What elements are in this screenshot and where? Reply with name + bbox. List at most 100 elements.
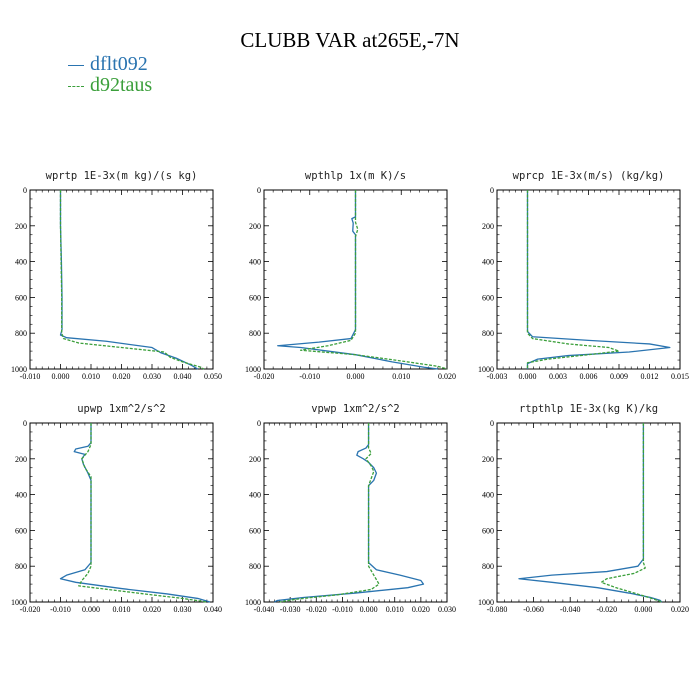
y-tick-label: 1000 — [478, 598, 494, 607]
y-tick-label: 200 — [15, 455, 27, 464]
x-tick-label: -0.040 — [254, 605, 275, 614]
x-tick-label: 0.010 — [392, 372, 410, 381]
y-tick-label: 400 — [249, 491, 261, 500]
panel-title: vpwp 1xm^2/s^2 — [311, 403, 400, 415]
x-tick-label: 0.020 — [671, 605, 689, 614]
y-tick-label: 800 — [249, 562, 261, 571]
x-tick-label: -0.080 — [487, 605, 508, 614]
x-tick-label: 0.030 — [174, 605, 192, 614]
y-tick-label: 0 — [257, 419, 261, 428]
x-tick-label: -0.003 — [487, 372, 508, 381]
series-line-d92taus — [59, 190, 205, 370]
x-tick-label: 0.040 — [174, 372, 192, 381]
series-line-dflt092 — [518, 423, 663, 603]
y-tick-label: 600 — [15, 526, 27, 535]
series-line-d92taus — [279, 423, 380, 603]
y-tick-label: 400 — [15, 258, 27, 267]
x-tick-label: 0.040 — [204, 605, 222, 614]
x-tick-label: 0.000 — [360, 605, 378, 614]
x-tick-label: -0.060 — [523, 605, 544, 614]
x-tick-label: 0.010 — [113, 605, 131, 614]
series-line-d92taus — [600, 423, 662, 603]
chart-panel-2: wpthlp 1x(m K)/s -0.020 -0.010 0.000 0.010 0.… — [245, 170, 456, 381]
panel-title: wprtp 1E-3x(m kg)/(s kg) — [46, 170, 198, 182]
x-tick-label: 0.020 — [143, 605, 161, 614]
x-tick-label: 0.020 — [113, 372, 131, 381]
x-tick-label: -0.010 — [332, 605, 353, 614]
y-tick-label: 0 — [490, 419, 494, 428]
x-tick-label: -0.020 — [306, 605, 327, 614]
chart-panel-3: wprcp 1E-3x(m/s) (kg/kg) -0.003 0.000 0.003… — [478, 170, 689, 381]
panel-title: wpthlp 1x(m K)/s — [305, 170, 406, 182]
legend-swatch-dflt092 — [68, 64, 84, 66]
x-tick-label: 0.000 — [519, 372, 537, 381]
x-tick-label: 0.000 — [52, 372, 70, 381]
x-tick-label: -0.030 — [280, 605, 301, 614]
plot-frame — [29, 189, 214, 370]
series-line-d92taus — [526, 190, 620, 369]
series-line-dflt092 — [59, 190, 199, 370]
y-tick-label: 400 — [15, 491, 27, 500]
x-tick-label: -0.010 — [50, 605, 71, 614]
series-line-d92taus — [78, 423, 207, 603]
x-tick-label: 0.006 — [580, 372, 598, 381]
panel-title: wprcp 1E-3x(m/s) (kg/kg) — [513, 170, 665, 182]
x-tick-label: 0.015 — [671, 372, 689, 381]
x-tick-label: 0.030 — [438, 605, 456, 614]
y-tick-label: 200 — [249, 222, 261, 231]
y-tick-label: 600 — [249, 293, 261, 302]
x-tick-label: -0.010 — [20, 372, 41, 381]
y-tick-label: 400 — [482, 258, 494, 267]
legend-swatch-d92taus — [68, 85, 84, 87]
x-tick-label: 0.010 — [82, 372, 100, 381]
y-tick-label: 400 — [249, 258, 261, 267]
x-tick-label: 0.000 — [634, 605, 652, 614]
x-tick-label: 0.020 — [438, 372, 456, 381]
x-tick-label: 0.020 — [412, 605, 430, 614]
series-line-d92taus — [299, 190, 448, 370]
x-tick-label: 0.030 — [143, 372, 161, 381]
y-tick-label: 200 — [482, 455, 494, 464]
x-tick-label: -0.020 — [254, 372, 275, 381]
y-tick-label: 800 — [249, 329, 261, 338]
y-tick-label: 0 — [257, 186, 261, 195]
y-tick-label: 0 — [490, 186, 494, 195]
chart-panel-6: rtpthlp 1E-3x(kg K)/kg -0.080 -0.060 -0.040… — [478, 403, 689, 614]
legend-entry-d92taus: d92taus — [68, 75, 152, 95]
series-line-dflt092 — [526, 190, 671, 369]
y-tick-label: 800 — [15, 329, 27, 338]
y-tick-label: 600 — [482, 526, 494, 535]
panel-title: upwp 1xm^2/s^2 — [77, 403, 166, 415]
y-tick-label: 800 — [482, 562, 494, 571]
y-tick-label: 200 — [249, 455, 261, 464]
y-tick-label: 600 — [249, 526, 261, 535]
legend-entry-dflt092: dflt092 — [68, 54, 148, 74]
y-tick-label: 1000 — [478, 365, 494, 374]
x-tick-label: -0.010 — [299, 372, 320, 381]
y-tick-label: 400 — [482, 491, 494, 500]
x-tick-label: 0.000 — [347, 372, 365, 381]
x-tick-label: -0.020 — [596, 605, 617, 614]
y-tick-label: 1000 — [245, 365, 261, 374]
y-tick-label: 200 — [482, 222, 494, 231]
chart-panel-1: wprtp 1E-3x(m kg)/(s kg) -0.010 0.000 0.010… — [11, 170, 222, 381]
x-tick-label: 0.010 — [386, 605, 404, 614]
figure-title: CLUBB VAR at265E,-7N — [240, 28, 460, 52]
x-tick-label: -0.020 — [20, 605, 41, 614]
legend-label-d92taus: d92taus — [90, 74, 153, 96]
x-tick-label: -0.040 — [560, 605, 581, 614]
x-tick-label: 0.012 — [641, 372, 659, 381]
x-tick-label: 0.000 — [82, 605, 100, 614]
plot-frame — [263, 422, 448, 603]
y-tick-label: 1000 — [11, 598, 27, 607]
y-tick-label: 600 — [482, 293, 494, 302]
panel-title: rtpthlp 1E-3x(kg K)/kg — [519, 403, 658, 415]
x-tick-label: 0.009 — [610, 372, 628, 381]
series-line-dflt092 — [274, 423, 425, 603]
y-tick-label: 0 — [23, 186, 27, 195]
x-tick-label: 0.003 — [549, 372, 567, 381]
y-tick-label: 800 — [482, 329, 494, 338]
series-line-dflt092 — [59, 423, 211, 603]
y-tick-label: 0 — [23, 419, 27, 428]
